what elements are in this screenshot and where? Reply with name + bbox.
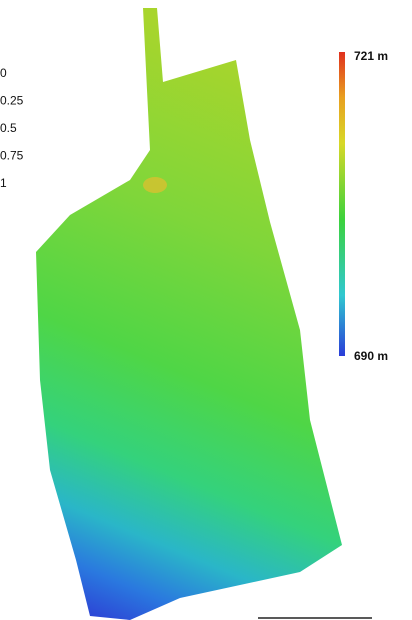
elevation-map: 721 m 690 m 0 0.25 0.5 0.75 1	[0, 0, 412, 620]
legend-label: 0.5	[0, 121, 17, 135]
colorbar-min: 690 m	[354, 349, 388, 363]
legend-label: 0.75	[0, 149, 24, 163]
colorbar-max: 721 m	[354, 49, 388, 63]
legend-label: 0.25	[0, 94, 24, 108]
legend: 0 0.25 0.5 0.75 1	[0, 66, 24, 190]
hotspot	[143, 177, 167, 193]
terrain-area	[36, 8, 342, 620]
colorbar	[339, 52, 345, 356]
legend-label: 0	[0, 66, 7, 80]
page: 721 m 690 m 00.250.50.751 (() => { const…	[0, 0, 412, 620]
legend-label: 1	[0, 176, 7, 190]
